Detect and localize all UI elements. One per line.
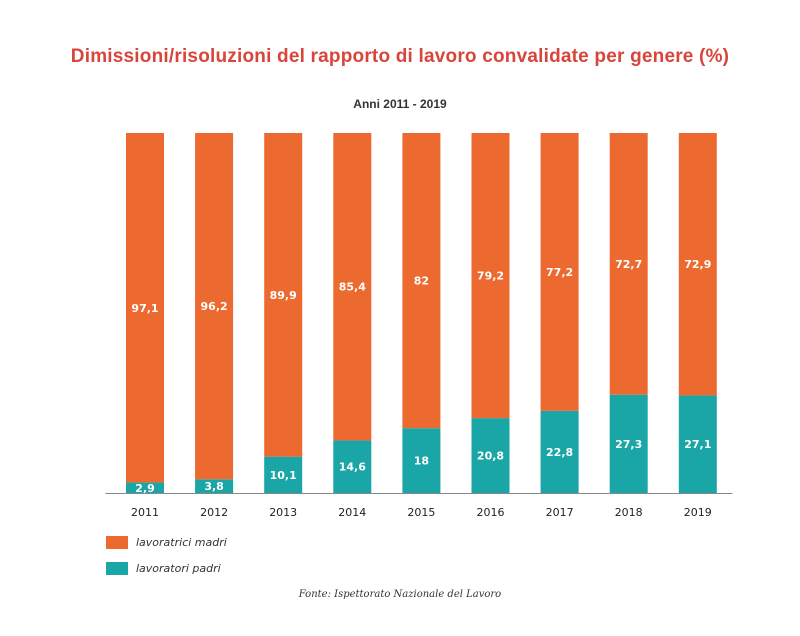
x-tick-label-2013: 2013 [269,506,297,519]
stacked-bar-chart: 2,9 97,1 3,8 96,2 10,1 89,9 14,6 85,4 18 82 20,8 79… [105,133,733,519]
bars-group: 2,9 97,1 3,8 96,2 10,1 89,9 14,6 85,4 18 82 20,8 79… [126,133,717,495]
data-label-padri-2012: 3,8 [204,480,224,493]
x-tick-label-2014: 2014 [338,506,366,519]
bar-padri-2015 [402,428,441,493]
x-tick-label-2017: 2017 [546,506,574,519]
chart-subtitle: Anni 2011 - 2019 [353,97,447,111]
bar-madri-2016 [471,133,510,419]
data-label-padri-2011: 2,9 [135,482,155,495]
legend-swatch-madri [106,535,128,549]
data-label-padri-2017: 22,8 [546,446,573,459]
data-label-padri-2014: 14,6 [339,461,366,474]
x-tick-label-2015: 2015 [407,506,435,519]
data-label-madri-2017: 77,2 [546,266,573,279]
data-label-madri-2014: 85,4 [339,281,366,294]
bar-padri-2017 [540,410,579,493]
data-label-madri-2018: 72,7 [615,258,642,271]
x-tick-label-2012: 2012 [200,506,228,519]
chart-title: Dimissioni/risoluzioni del rapporto di l… [70,46,730,67]
bar-madri-2015 [402,133,441,429]
bar-madri-2012 [195,133,234,480]
data-label-madri-2013: 89,9 [270,289,297,302]
legend-label-madri: lavoratrici madri [136,535,227,549]
data-label-padri-2015: 18 [414,455,429,468]
data-label-madri-2016: 79,2 [477,270,504,283]
bar-padri-2011 [126,482,164,493]
data-label-madri-2019: 72,9 [684,258,711,271]
bar-madri-2019 [678,133,717,396]
bar-padri-2016 [471,418,510,493]
legend-item-padri: lavoratori padri [106,558,227,578]
bar-madri-2017 [540,133,579,411]
data-label-padri-2016: 20,8 [477,450,504,463]
x-tick-label-2016: 2016 [477,506,505,519]
x-tick-label-2019: 2019 [684,506,712,519]
x-tick-label-2011: 2011 [131,506,159,519]
x-axis-ticks: 2011 2012 2013 2014 2015 2016 2017 2018 2019 [131,506,712,519]
data-label-madri-2011: 97,1 [131,302,158,315]
bar-madri-2014 [333,133,372,441]
bar-madri-2018 [609,133,648,395]
data-label-madri-2012: 96,2 [201,300,228,313]
x-tick-label-2018: 2018 [615,506,643,519]
data-label-padri-2013: 10,1 [270,469,297,482]
bar-padri-2014 [333,440,372,493]
legend: lavoratrici madri lavoratori padri [106,532,227,584]
data-label-padri-2019: 27,1 [684,438,711,451]
data-label-madri-2015: 82 [414,275,429,288]
bar-padri-2019 [678,395,717,493]
bar-padri-2013 [264,456,303,493]
legend-swatch-padri [106,561,128,575]
bar-padri-2018 [609,394,648,493]
bar-madri-2013 [264,133,303,457]
data-label-padri-2018: 27,3 [615,438,642,451]
source-note: Fonte: Ispettorato Nazionale del Lavoro [298,589,502,600]
bar-padri-2012 [195,479,234,493]
legend-label-padri: lavoratori padri [136,561,221,575]
legend-item-madri: lavoratrici madri [106,532,227,552]
bar-madri-2011 [126,133,164,483]
